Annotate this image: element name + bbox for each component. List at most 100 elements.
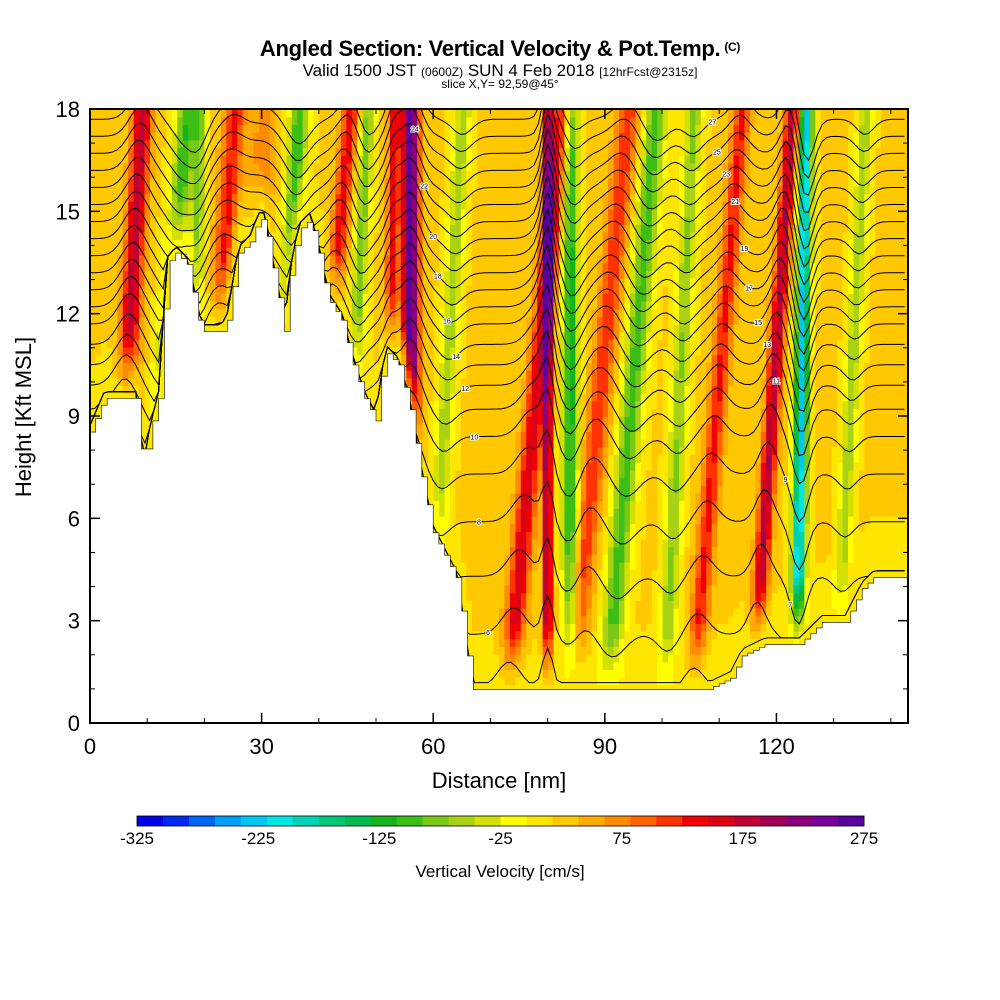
- velocity-cell: [509, 630, 517, 640]
- velocity-cell: [509, 684, 517, 694]
- velocity-cell: [548, 630, 555, 640]
- velocity-cell: [717, 554, 724, 563]
- velocity-cell: [580, 653, 587, 663]
- velocity-cell: [646, 638, 653, 647]
- velocity-cell: [673, 684, 680, 694]
- velocity-cell: [558, 615, 566, 624]
- velocity-cell: [695, 500, 702, 509]
- velocity-cell: [864, 477, 871, 486]
- velocity-cell: [755, 584, 762, 594]
- velocity-cell: [586, 615, 593, 624]
- velocity-cell: [488, 592, 495, 601]
- velocity-cell: [733, 646, 740, 655]
- velocity-cell: [488, 546, 495, 555]
- velocity-cell: [602, 592, 609, 601]
- velocity-cell: [809, 485, 816, 494]
- velocity-cell: [433, 485, 440, 494]
- velocity-cell: [449, 546, 457, 555]
- velocity-cell: [902, 492, 908, 502]
- velocity-cell: [509, 485, 517, 494]
- velocity-cell: [466, 630, 473, 640]
- velocity-cell: [509, 523, 517, 532]
- velocity-cell: [613, 653, 620, 663]
- velocity-cell: [706, 469, 713, 479]
- velocity-cell: [777, 500, 784, 509]
- velocity-cell: [837, 508, 844, 517]
- velocity-cell: [842, 615, 849, 624]
- velocity-cell: [515, 584, 522, 594]
- velocity-cell: [722, 554, 729, 563]
- velocity-cell: [613, 630, 620, 640]
- velocity-cell: [602, 554, 609, 563]
- velocity-cell: [760, 600, 767, 609]
- velocity-cell: [597, 653, 604, 663]
- velocity-cell: [897, 554, 904, 563]
- velocity-cell: [657, 508, 664, 517]
- velocity-cell: [460, 569, 467, 578]
- velocity-cell: [804, 508, 811, 517]
- velocity-cell: [733, 508, 740, 517]
- velocity-cell: [782, 554, 789, 563]
- velocity-cell: [728, 653, 735, 663]
- velocity-cell: [580, 630, 587, 640]
- velocity-cell: [558, 684, 566, 694]
- velocity-cell: [717, 577, 724, 586]
- velocity-cell: [695, 607, 702, 617]
- velocity-cell: [591, 508, 598, 517]
- velocity-cell: [466, 554, 473, 563]
- velocity-cell: [755, 508, 762, 517]
- velocity-cell: [798, 615, 806, 624]
- velocity-cell: [831, 607, 838, 617]
- velocity-cell: [564, 623, 571, 632]
- velocity-cell: [493, 676, 500, 686]
- velocity-cell: [499, 508, 506, 517]
- velocity-cell: [504, 469, 511, 479]
- velocity-cell: [651, 584, 658, 594]
- velocity-cell: [678, 469, 686, 479]
- velocity-cell: [728, 500, 735, 509]
- velocity-cell: [831, 492, 838, 502]
- velocity-cell: [597, 615, 604, 624]
- velocity-cell: [651, 600, 658, 609]
- velocity-cell: [569, 607, 577, 617]
- velocity-cell: [444, 469, 451, 479]
- velocity-cell: [618, 523, 626, 532]
- velocity-cell: [880, 538, 887, 548]
- velocity-cell: [488, 653, 495, 663]
- velocity-cell: [564, 638, 571, 647]
- velocity-cell: [569, 561, 577, 571]
- velocity-cell: [760, 523, 767, 532]
- velocity-cell: [886, 538, 893, 548]
- velocity-cell: [728, 569, 735, 578]
- velocity-cell: [869, 508, 876, 517]
- velocity-cell: [591, 684, 598, 694]
- velocity-cell: [569, 646, 577, 655]
- velocity-cell: [624, 684, 631, 694]
- velocity-cell: [831, 538, 838, 548]
- velocity-cell: [728, 646, 735, 655]
- velocity-cell: [439, 469, 446, 479]
- velocity-cell: [678, 546, 686, 555]
- velocity-cell: [640, 661, 647, 670]
- velocity-cell: [580, 684, 587, 694]
- velocity-cell: [531, 508, 538, 517]
- velocity-cell: [629, 661, 637, 670]
- velocity-cell: [782, 500, 789, 509]
- velocity-cell: [820, 485, 827, 494]
- velocity-cell: [602, 477, 609, 486]
- velocity-cell: [488, 508, 495, 517]
- velocity-cell: [766, 515, 773, 525]
- velocity-cell: [460, 515, 467, 525]
- velocity-cell: [897, 492, 904, 502]
- velocity-cell: [798, 469, 806, 479]
- velocity-cell: [591, 600, 598, 609]
- valid-utc: (0600Z): [421, 65, 464, 79]
- velocity-cell: [618, 646, 626, 655]
- velocity-cell: [788, 477, 795, 486]
- velocity-cell: [891, 477, 898, 486]
- velocity-cell: [722, 561, 729, 571]
- velocity-cell: [869, 546, 876, 555]
- velocity-cell: [777, 477, 784, 486]
- velocity-cell: [880, 554, 887, 563]
- velocity-cell: [602, 469, 609, 479]
